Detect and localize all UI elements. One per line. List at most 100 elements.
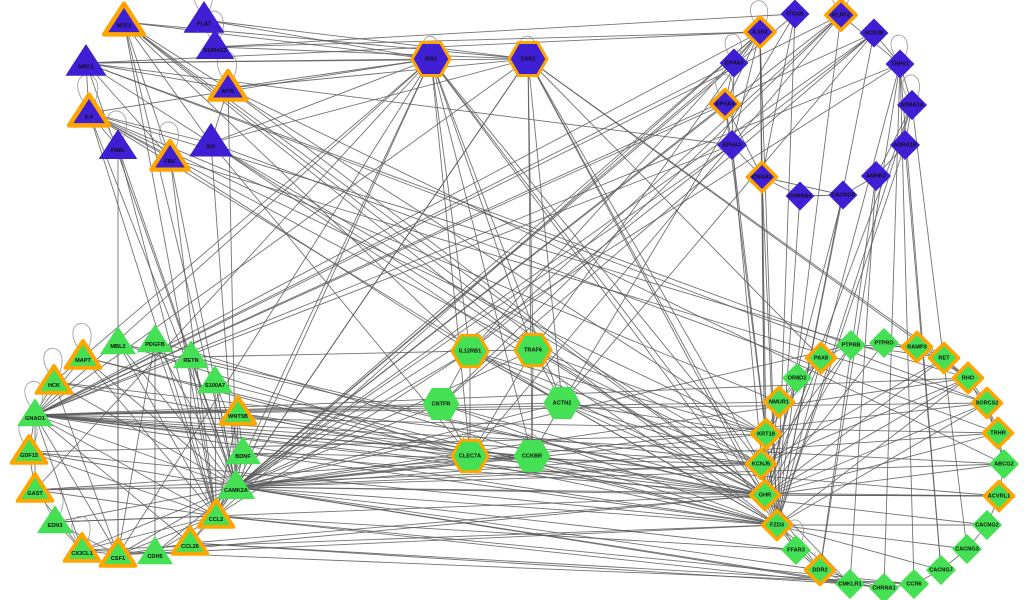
node-shape-triangle[interactable] [137, 536, 173, 565]
node-shape-diamond[interactable] [760, 508, 794, 542]
node-shape-diamond[interactable] [835, 569, 865, 599]
node-shape-triangle[interactable] [15, 472, 55, 503]
node-shape-diamond[interactable] [743, 15, 777, 49]
graph-node-chrna4[interactable]: CHRNA4 [785, 181, 815, 211]
graph-node-trpv1[interactable]: TRPV1 [885, 49, 915, 79]
node-shape-triangle[interactable] [196, 498, 236, 529]
node-shape-diamond[interactable] [744, 447, 778, 481]
graph-node-igf[interactable]: IGF [189, 123, 233, 157]
node-shape-diamond[interactable] [762, 385, 796, 419]
node-shape-triangle[interactable] [99, 129, 138, 159]
node-shape-diamond[interactable] [900, 330, 934, 364]
node-shape-triangle[interactable] [183, 1, 225, 33]
node-shape-triangle[interactable] [9, 434, 49, 465]
node-shape-diamond[interactable] [970, 386, 1004, 420]
graph-node-adra1a[interactable]: ADRA1A [897, 90, 927, 120]
node-shape-diamond[interactable] [899, 569, 929, 599]
node-shape-diamond[interactable] [869, 573, 899, 600]
node-shape-triangle[interactable] [225, 436, 261, 465]
node-shape-hexagon[interactable] [513, 440, 551, 472]
graph-node-mtn[interactable]: MTN [207, 68, 249, 102]
node-shape-hexagon[interactable] [450, 333, 490, 369]
graph-node-gast[interactable]: GAST [15, 472, 55, 503]
graph-node-cacng8[interactable]: CACNG8 [828, 180, 858, 210]
node-shape-hexagon[interactable] [410, 41, 452, 77]
graph-node-retn[interactable]: RETN [173, 340, 209, 369]
node-shape-triangle[interactable] [37, 505, 73, 534]
graph-node-csf1[interactable]: CSF1 [98, 537, 138, 568]
node-shape-diamond[interactable] [749, 417, 783, 451]
node-shape-diamond[interactable] [859, 18, 889, 48]
node-shape-triangle[interactable] [218, 395, 258, 426]
graph-node-cacng7[interactable]: CACNG7 [926, 555, 956, 585]
node-shape-diamond[interactable] [952, 534, 982, 564]
graph-node-epha3[interactable]: EPHA3 [717, 130, 747, 160]
graph-node-ramp3[interactable]: RAMP3 [900, 330, 934, 364]
node-shape-triangle[interactable] [195, 29, 235, 59]
node-shape-triangle[interactable] [98, 537, 138, 568]
graph-node-il1r2[interactable]: IL1R2 [743, 15, 777, 49]
node-shape-triangle[interactable] [101, 1, 147, 37]
node-shape-triangle[interactable] [34, 364, 74, 395]
node-shape-triangle[interactable] [63, 339, 103, 370]
node-shape-triangle[interactable] [170, 525, 210, 556]
node-shape-diamond[interactable] [828, 180, 858, 210]
node-shape-diamond[interactable] [745, 160, 779, 194]
node-shape-diamond[interactable] [981, 416, 1015, 450]
graph-node-itga8[interactable]: ITGA8 [780, 0, 810, 29]
node-shape-diamond[interactable] [927, 341, 961, 375]
graph-node-gdf15[interactable]: GDF15 [9, 434, 49, 465]
node-shape-diamond[interactable] [803, 553, 837, 587]
graph-node-cx3cl1[interactable]: CX3CL1 [62, 532, 102, 563]
graph-node-fn8l[interactable]: FN8L [99, 129, 138, 159]
graph-node-bdnf[interactable]: BDNF [225, 436, 261, 465]
node-shape-diamond[interactable] [885, 49, 915, 79]
node-shape-diamond[interactable] [708, 87, 742, 121]
graph-node-plat[interactable]: PLAT [183, 1, 225, 33]
node-shape-hexagon[interactable] [422, 388, 460, 420]
node-shape-triangle[interactable] [65, 44, 107, 76]
node-shape-triangle[interactable] [189, 123, 233, 157]
node-shape-diamond[interactable] [782, 363, 812, 393]
node-shape-diamond[interactable] [781, 535, 811, 565]
graph-node-abcg2[interactable]: ABCG2 [989, 449, 1019, 479]
node-shape-triangle[interactable] [100, 326, 136, 355]
graph-node-mbl2[interactable]: MBL2 [100, 326, 136, 355]
node-shape-diamond[interactable] [804, 341, 838, 375]
node-shape-diamond[interactable] [824, 0, 858, 32]
graph-node-rho[interactable]: RHO [951, 361, 985, 395]
graph-node-acvrl1[interactable]: ACVRL1 [982, 479, 1016, 513]
graph-node-cacng3[interactable]: CACNG3 [952, 534, 982, 564]
node-shape-diamond[interactable] [861, 161, 891, 191]
node-shape-diamond[interactable] [951, 361, 985, 395]
graph-node-cnga3[interactable]: CNGA3 [745, 160, 779, 194]
graph-node-mapt[interactable]: MAPT [63, 339, 103, 370]
node-shape-triangle[interactable] [17, 398, 53, 427]
node-shape-triangle[interactable] [207, 68, 249, 102]
graph-node-nrg1[interactable]: NRG1 [65, 44, 107, 76]
node-shape-diamond[interactable] [836, 330, 866, 360]
node-shape-triangle[interactable] [66, 92, 112, 128]
node-shape-diamond[interactable] [972, 510, 1002, 540]
node-shape-diamond[interactable] [719, 48, 749, 78]
node-shape-diamond[interactable] [717, 130, 747, 160]
node-shape-diamond[interactable] [897, 90, 927, 120]
graph-node-pdgfb[interactable]: PDGFB [137, 324, 173, 353]
node-shape-triangle[interactable] [197, 365, 233, 394]
node-shape-diamond[interactable] [989, 449, 1019, 479]
node-shape-diamond[interactable] [982, 479, 1016, 513]
graph-node-chrna1[interactable]: CHRNA1 [869, 573, 899, 600]
node-shape-hexagon[interactable] [507, 41, 549, 77]
node-shape-diamond[interactable] [748, 478, 782, 512]
node-shape-triangle[interactable] [62, 532, 102, 563]
graph-node-traf6[interactable]: TRAF6 [513, 332, 553, 368]
graph-node-cacng2[interactable]: CACNG2 [972, 510, 1002, 540]
node-shape-hexagon[interactable] [513, 332, 553, 368]
graph-node-esr2[interactable]: ESR2 [507, 41, 549, 77]
graph-node-ffar3[interactable]: FFAR3 [781, 535, 811, 565]
graph-node-ptpro[interactable]: PTPRO [869, 328, 899, 358]
node-shape-diamond[interactable] [926, 555, 956, 585]
node-shape-triangle[interactable] [216, 469, 256, 499]
graph-node-mtf2[interactable]: MTF2 [101, 1, 147, 37]
node-shape-diamond[interactable] [869, 328, 899, 358]
